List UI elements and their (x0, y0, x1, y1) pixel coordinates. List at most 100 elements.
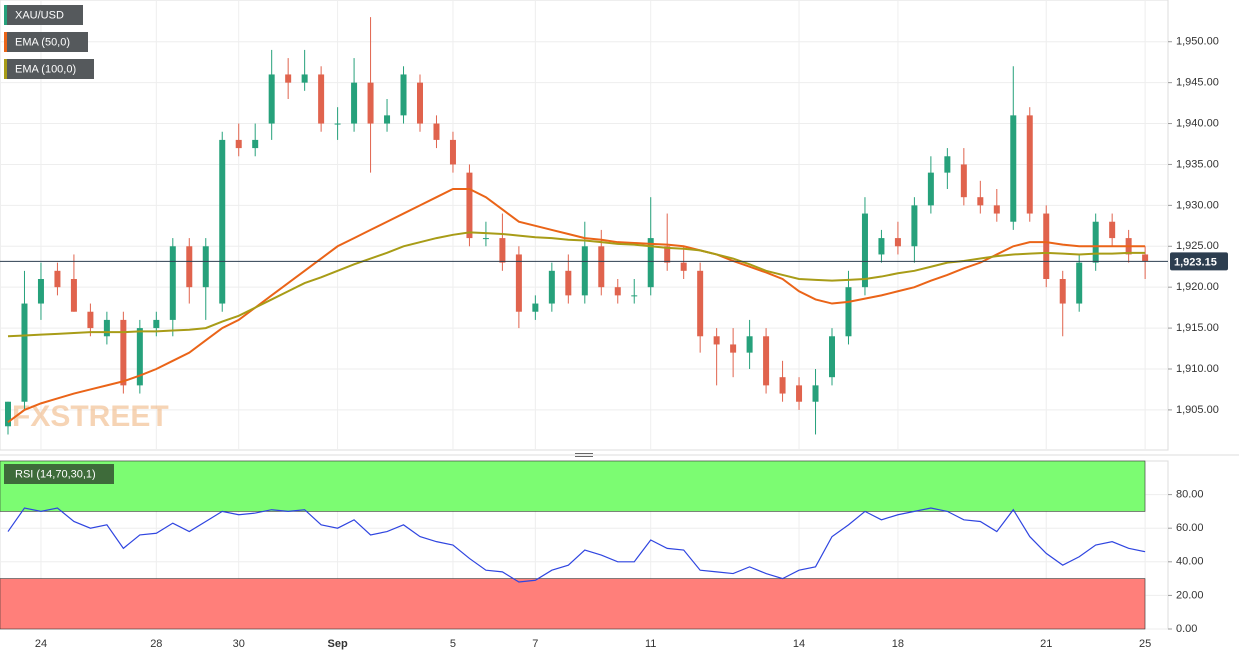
y-tick-label: 0.00 (1176, 623, 1197, 635)
candle-body (202, 246, 209, 288)
y-tick-label: 20.00 (1176, 589, 1204, 601)
candle-body (680, 262, 687, 271)
y-tick-label: 60.00 (1176, 522, 1204, 534)
y-tick-label: 1,945.00 (1176, 77, 1219, 89)
candle-body (136, 328, 143, 386)
candle-body (5, 401, 11, 427)
candle-body (169, 246, 176, 320)
candle-body (977, 197, 984, 206)
rsi-line (7, 507, 1146, 583)
candle-body (796, 385, 803, 402)
legend-swatch (4, 59, 7, 79)
x-tick-label: 30 (233, 638, 245, 650)
candle-body (417, 82, 423, 124)
x-tick-label: 21 (1040, 638, 1052, 650)
candle-body (285, 74, 292, 83)
candle-body (1059, 279, 1066, 304)
last-price-box (1170, 252, 1228, 271)
candle-body (1026, 115, 1033, 214)
x-tick-label: 24 (35, 638, 47, 650)
candle-body (37, 279, 44, 304)
candle-body (927, 172, 934, 206)
candle-body (252, 139, 259, 149)
y-tick-label: 1,920.00 (1176, 281, 1219, 293)
candle-body (499, 238, 506, 263)
y-tick-label: 40.00 (1176, 556, 1204, 568)
candle-body (861, 213, 868, 288)
candle-body (268, 74, 275, 124)
y-tick-label: 80.00 (1176, 489, 1204, 501)
overbought-zone (0, 460, 1146, 512)
legend-swatch (4, 32, 7, 52)
legend-label: XAU/USD (15, 9, 64, 21)
candle-body (1142, 254, 1149, 262)
y-tick-label: 1,925.00 (1176, 240, 1219, 252)
candle-body (21, 303, 28, 402)
candle-body (433, 123, 440, 140)
candle-body (746, 336, 753, 353)
candle-body (911, 205, 918, 247)
y-tick-label: 1,930.00 (1176, 199, 1219, 211)
candle-body (894, 238, 901, 247)
candle-body (697, 270, 704, 337)
candle-body (318, 74, 325, 124)
legend-label: RSI (14,70,30,1) (15, 468, 96, 480)
candle-body (219, 139, 226, 304)
y-tick-label: 1,910.00 (1176, 363, 1219, 375)
ema-line (7, 188, 1146, 423)
x-tick-label: 28 (150, 638, 162, 650)
candle-body (565, 270, 572, 296)
legend-box (4, 32, 88, 52)
candle-body (1092, 221, 1099, 263)
candle-body (515, 254, 522, 312)
candle-body (384, 115, 391, 124)
x-tick-label: 18 (892, 638, 904, 650)
legend: XAU/USD EMA (50,0) EMA (100,0) RSI (14,7… (4, 5, 114, 484)
candle-body (449, 139, 456, 165)
candle-body (103, 319, 110, 337)
candle-body (334, 123, 341, 125)
candle-body (713, 336, 720, 345)
candle-body (779, 377, 786, 394)
candle-body (120, 319, 127, 386)
candle-body (1076, 262, 1083, 304)
legend-box (4, 464, 114, 484)
x-tick-label: 7 (532, 638, 538, 650)
price-panel (0, 0, 1169, 451)
candle-body (301, 74, 308, 83)
legend-box (4, 5, 83, 25)
grip (575, 453, 593, 457)
candle-body (1043, 213, 1050, 279)
candle-body (153, 319, 160, 329)
candle-body (845, 287, 852, 337)
candle-body (829, 336, 835, 378)
last-price-label: 1,923.15 (1174, 256, 1217, 268)
y-tick-label: 1,935.00 (1176, 158, 1219, 170)
legend-swatch (4, 5, 7, 25)
y-tick-label: 1,915.00 (1176, 322, 1219, 334)
x-tick-label: 5 (450, 638, 456, 650)
y-tick-label: 1,940.00 (1176, 117, 1219, 129)
legend-label: EMA (100,0) (15, 63, 76, 75)
candle-body (960, 164, 967, 198)
candle-body (581, 246, 588, 296)
x-tick-label: Sep (328, 638, 348, 650)
candle-body (730, 344, 737, 353)
candle-body (400, 74, 407, 116)
candle-body (598, 246, 605, 288)
legend-box (4, 59, 94, 79)
candle-body (763, 336, 770, 386)
candle-body (54, 270, 61, 288)
candle-body (878, 238, 885, 255)
y-tick-label: 1,905.00 (1176, 404, 1219, 416)
candle-body (614, 287, 621, 296)
x-tick-label: 11 (645, 638, 656, 650)
x-tick-label: 25 (1139, 638, 1151, 650)
candle-body (482, 238, 489, 240)
candle-body (631, 295, 638, 297)
candle-body (466, 172, 473, 239)
candle-body (664, 246, 671, 263)
candle-body (70, 279, 77, 312)
